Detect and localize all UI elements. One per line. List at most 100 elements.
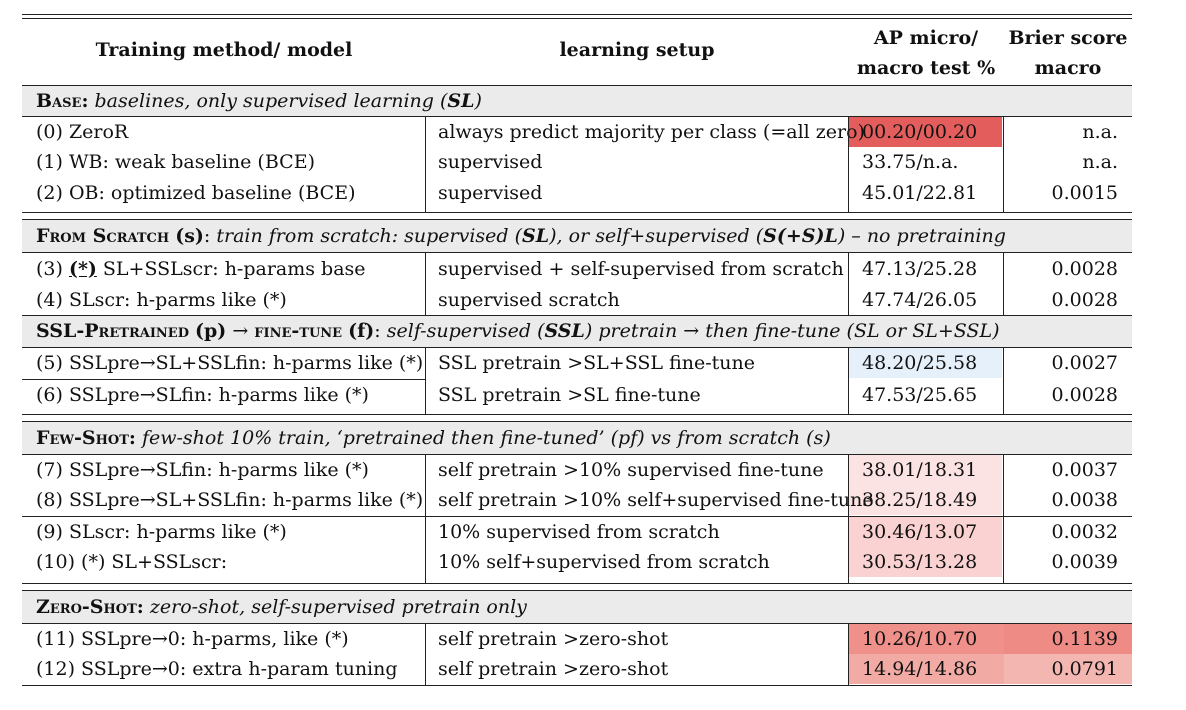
row-2-ap: 45.01/22.81	[862, 182, 978, 204]
row-12-brier: 0.0791	[1051, 658, 1118, 680]
row-7-method: (7) SSLpre→SLfin: h-parms like (*)	[36, 459, 369, 481]
vline	[848, 253, 850, 315]
row-12-setup: self pretrain >zero-shot	[438, 658, 669, 680]
header-method: Training method/ model	[95, 39, 353, 61]
row-12-ap: 14.94/14.86	[862, 658, 978, 680]
row-5-brier: 0.0027	[1051, 352, 1118, 374]
section-pretrained-desc-1: self-supervised (	[386, 320, 545, 342]
section-scratch: From Scratch (s): train from scratch: su…	[22, 220, 1132, 252]
header-brier-2: macro	[1034, 57, 1102, 79]
section-scratch-colon: :	[203, 225, 217, 247]
section-scratch-desc-2: ), or self+supervised (	[549, 225, 764, 247]
vline	[425, 455, 427, 583]
section-fewshot-title: Few-Shot:	[36, 427, 136, 449]
section-scratch-title: From Scratch	[36, 225, 170, 247]
vline	[1003, 348, 1005, 414]
rule	[22, 347, 1132, 348]
row-1-method: (1) WB: weak baseline (BCE)	[36, 151, 315, 173]
row-10-setup: 10% self+supervised from scratch	[438, 551, 770, 573]
vline	[848, 624, 850, 685]
row-1-brier: n.a.	[1082, 151, 1118, 173]
highlight-ap-row8	[849, 485, 1002, 515]
rule	[22, 421, 1132, 422]
section-pretrained-code-2: (f)	[348, 320, 375, 342]
row-6-setup: SSL pretrain >SL fine-tune	[438, 384, 701, 406]
rule-partial	[22, 379, 426, 380]
row-4-method: (4) SLscr: h-parms like (*)	[36, 289, 287, 311]
row-5-method: (5) SSLpre→SL+SSLfin: h-parms like (*)	[36, 352, 424, 374]
section-fewshot: Few-Shot: few-shot 10% train, ‘pretraine…	[22, 422, 1132, 454]
rule	[22, 414, 1132, 416]
section-scratch-bold-2: S(+S)L	[763, 225, 838, 247]
section-zeroshot-desc: zero-shot, self-supervised pretrain only	[149, 596, 527, 618]
highlight-brier-row11	[1004, 624, 1132, 654]
row-1-setup: supervised	[438, 151, 543, 173]
section-base-desc-end: )	[474, 90, 482, 112]
row-6-brier: 0.0028	[1051, 384, 1118, 406]
row-9-brier: 0.0032	[1051, 521, 1118, 543]
row-3-ap: 47.13/25.28	[862, 258, 978, 280]
row-7-setup: self pretrain >10% supervised fine-tune	[438, 459, 824, 481]
vline	[425, 624, 427, 685]
row-8-brier: 0.0038	[1051, 489, 1118, 511]
row-8-method: (8) SSLpre→SL+SSLfin: h-parms like (*)	[36, 489, 424, 511]
row-0-ap: 00.20/00.20	[862, 121, 978, 143]
row-3-method-prefix: (3)	[36, 258, 69, 280]
row-9-setup: 10% supervised from scratch	[438, 521, 720, 543]
row-10-ap: 30.53/13.28	[862, 551, 978, 573]
row-2-brier: 0.0015	[1051, 182, 1118, 204]
row-0-brier: n.a.	[1082, 121, 1118, 143]
row-4-setup: supervised scratch	[438, 289, 620, 311]
vline	[425, 348, 427, 414]
rule	[22, 116, 1132, 117]
rule	[22, 219, 1132, 220]
row-3-method-mark: (*)	[68, 258, 97, 280]
section-zeroshot: Zero-Shot: zero-shot, self-supervised pr…	[22, 591, 1132, 623]
row-6-method: (6) SSLpre→SLfin: h-parms like (*)	[36, 384, 369, 406]
rule	[22, 454, 1132, 455]
highlight-ap-row9	[849, 517, 1002, 547]
rule	[22, 583, 1132, 585]
rule	[22, 623, 1132, 624]
header-setup: learning setup	[559, 39, 715, 61]
top-rule	[22, 14, 1132, 16]
row-0-method: (0) ZeroR	[36, 121, 129, 143]
highlight-brier-row12	[1004, 654, 1132, 684]
section-scratch-bold-1: SL	[522, 225, 550, 247]
highlight-ap-row12	[849, 654, 1004, 684]
row-4-brier: 0.0028	[1051, 289, 1118, 311]
vline	[848, 348, 850, 414]
row-0-setup: always predict majority per class (=all …	[438, 121, 865, 143]
rule	[22, 212, 1132, 214]
section-fewshot-desc: few-shot 10% train, ‘pretrained then fin…	[141, 427, 831, 449]
row-8-ap: 38.25/18.49	[862, 489, 978, 511]
row-11-ap: 10.26/10.70	[862, 628, 978, 650]
highlight-ap-row11	[849, 624, 1004, 654]
row-11-method: (11) SSLpre→0: h-parms, like (*)	[36, 628, 349, 650]
rule	[22, 252, 1132, 253]
header-brier-1: Brier score	[1008, 27, 1128, 49]
row-10-method: (10) (*) SL+SSLscr:	[36, 551, 228, 573]
section-base-desc-bold: SL	[447, 90, 475, 112]
rule	[22, 315, 1132, 316]
section-pretrained-bold-1: SSL	[544, 320, 585, 342]
section-base-desc: baselines, only supervised learning (	[94, 90, 448, 112]
highlight-ap-row10	[849, 547, 1002, 577]
vline	[848, 455, 850, 583]
row-3-method-text: SL+SSLscr: h-params base	[96, 258, 366, 280]
bottom-rule	[22, 685, 1132, 687]
section-zeroshot-title: Zero-Shot:	[36, 596, 144, 618]
row-5-ap: 48.20/25.58	[862, 352, 978, 374]
row-10-brier: 0.0039	[1051, 551, 1118, 573]
section-pretrained-code-1: (p)	[195, 320, 227, 342]
row-3-method: (3) (*) SL+SSLscr: h-params base	[36, 254, 366, 284]
row-8-setup: self pretrain >10% self+supervised fine-…	[438, 489, 874, 511]
highlight-ap-row5	[849, 348, 1002, 378]
vline	[1003, 455, 1005, 583]
section-pretrained: SSL-Pretrained (p) → fine-tune (f): self…	[22, 316, 1132, 347]
row-2-setup: supervised	[438, 182, 543, 204]
vline	[425, 253, 427, 315]
row-1-ap: 33.75/n.a.	[862, 151, 959, 173]
row-7-ap: 38.01/18.31	[862, 459, 978, 481]
section-pretrained-colon: :	[374, 320, 387, 342]
